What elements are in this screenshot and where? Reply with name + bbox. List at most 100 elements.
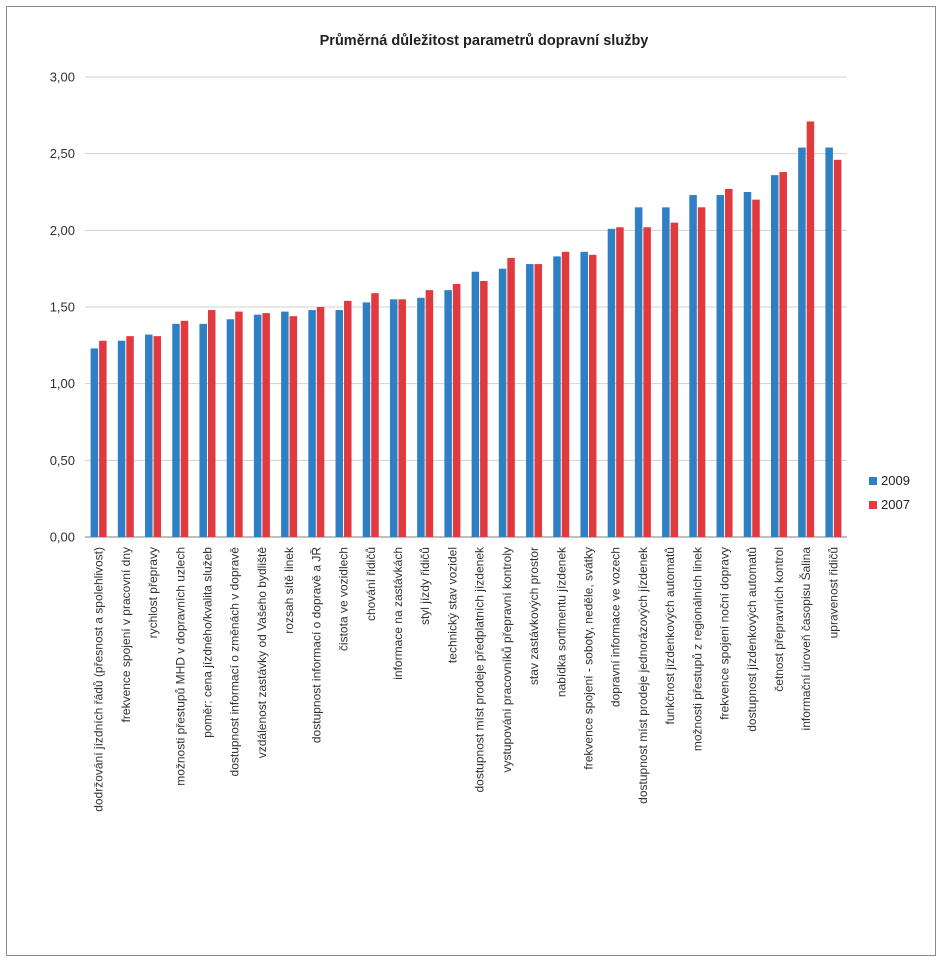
y-tick-label: 2,50 [50, 146, 75, 161]
bar-2009-17 [526, 264, 534, 537]
bar-2007-25 [752, 199, 760, 537]
bar-2009-7 [253, 314, 262, 537]
x-axis-ticks: dodržování jízdních řádů (přesnost a spo… [92, 546, 841, 812]
legend: 2009 2007 [869, 473, 910, 512]
x-tick-label: dostupnost míst prodeje jednorázových jí… [636, 546, 650, 804]
x-tick-label: rychlost přepravy [146, 547, 160, 638]
bar-2007-26 [779, 172, 787, 538]
bar-2009-6 [226, 319, 235, 537]
bar-2009-1 [90, 348, 99, 537]
bar-2009-19 [580, 251, 588, 538]
bar-2009-13 [417, 297, 425, 537]
bar-chart: Průměrná důležitost parametrů dopravní s… [50, 33, 910, 812]
x-tick-label: frekvence spojení v pracovní dny [119, 547, 133, 722]
x-tick-label: frekvence spojení - soboty, neděle, svát… [581, 547, 595, 770]
bar-2007-22 [670, 222, 679, 537]
bar-2007-24 [725, 188, 733, 537]
bar-2009-18 [553, 256, 561, 537]
y-tick-label: 0,00 [50, 530, 75, 545]
x-tick-label: dostupnost informací o změnách v dopravě [228, 547, 242, 777]
bar-2007-28 [833, 159, 842, 538]
bar-2007-23 [697, 207, 706, 538]
bar-2007-17 [534, 264, 543, 537]
x-tick-label: vystupování pracovníků přepravní kontrol… [500, 547, 514, 772]
x-tick-label: frekvence spojení noční dopravy [718, 547, 732, 720]
bar-2009-3 [145, 334, 153, 537]
chart-title: Průměrná důležitost parametrů dopravní s… [320, 33, 649, 49]
bar-2009-22 [662, 207, 670, 538]
bar-2007-13 [425, 290, 434, 537]
bar-2009-23 [689, 195, 697, 538]
x-tick-label: informační úroveň časopisu Šalina [798, 547, 813, 731]
x-tick-label: možnosti přestupů z regionálních linek [690, 546, 704, 751]
bar-2009-20 [607, 228, 616, 538]
bar-2009-12 [389, 299, 398, 537]
bar-2009-5 [199, 323, 207, 537]
bar-2009-8 [281, 311, 289, 537]
x-tick-label: technický stav vozidel [445, 547, 459, 663]
bar-2009-10 [335, 310, 344, 537]
x-tick-label: možnosti přestupů MHD v dopravních uzlec… [173, 547, 187, 786]
bar-2007-15 [480, 280, 488, 537]
bar-2007-7 [262, 313, 270, 537]
x-tick-label: rozsah sítě linek [282, 546, 296, 634]
x-tick-label: funkčnost jízdenkových automatů [663, 547, 677, 724]
bar-2007-27 [806, 121, 815, 537]
x-tick-label: četnost přepravních kontrol [772, 547, 786, 692]
x-tick-label: poměr: cena jízdného/kvalita služeb [200, 547, 214, 738]
bar-2007-1 [99, 340, 107, 537]
bar-2007-21 [643, 227, 651, 537]
y-tick-label: 1,00 [50, 376, 75, 391]
x-tick-label: nabídka sortimentu jízdenek [554, 546, 568, 697]
bar-2007-16 [507, 257, 515, 537]
x-tick-label: stav zastávkových prostor [527, 547, 541, 685]
bar-2007-5 [207, 310, 216, 537]
bar-2007-11 [371, 293, 379, 537]
bar-2009-11 [362, 302, 371, 537]
bar-2009-4 [172, 323, 180, 537]
bar-2009-15 [471, 271, 480, 537]
y-tick-label: 1,50 [50, 300, 75, 315]
bar-2007-9 [316, 307, 325, 537]
y-tick-label: 3,00 [50, 70, 75, 85]
x-tick-label: chování řidičů [364, 547, 378, 621]
x-tick-label: vzdálenost zastávky od Vašeho bydliště [255, 547, 269, 759]
legend-swatch-2007 [869, 501, 877, 509]
bar-2007-10 [344, 300, 352, 537]
bar-2007-8 [289, 316, 298, 537]
bar-2009-26 [770, 175, 779, 537]
x-tick-label: upravenost řidičů [826, 547, 840, 638]
x-tick-label: dostupnost míst prodeje předplatních jíz… [473, 546, 487, 792]
x-tick-label: čistota ve vozidlech [337, 547, 351, 651]
y-tick-label: 2,00 [50, 223, 75, 238]
y-tick-label: 0,50 [50, 453, 75, 468]
bar-2009-24 [716, 195, 725, 538]
x-tick-label: styl jízdy řidičů [418, 547, 432, 625]
bar-2009-28 [825, 147, 833, 538]
bar-2007-12 [398, 299, 406, 537]
bar-2007-3 [153, 336, 162, 537]
chart-frame: Průměrná důležitost parametrů dopravní s… [6, 6, 936, 956]
bar-2007-18 [561, 251, 570, 538]
bar-2007-2 [126, 336, 134, 537]
x-tick-label: dostupnost informací o dopravě a JŘ [308, 547, 323, 743]
bar-2009-16 [498, 268, 507, 537]
legend-swatch-2009 [869, 477, 877, 485]
x-tick-label: dodržování jízdních řádů (přesnost a spo… [92, 547, 106, 812]
bar-2009-9 [308, 310, 316, 537]
bar-2009-25 [743, 192, 752, 537]
legend-label-2009: 2009 [881, 473, 910, 488]
x-tick-label: dopravní informace ve vozech [609, 547, 623, 707]
bar-2007-14 [452, 284, 461, 537]
gridlines [85, 76, 847, 538]
bar-2007-20 [616, 227, 624, 537]
bar-2009-27 [798, 147, 806, 538]
bar-2007-19 [588, 254, 597, 537]
y-axis-ticks: 0,00 0,50 1,00 1,50 2,00 2,50 3,00 [50, 70, 75, 545]
x-tick-label: dostupnost jízdenkových automatů [745, 547, 759, 732]
bar-2009-14 [444, 290, 452, 537]
bars [90, 121, 842, 538]
bar-2009-2 [117, 340, 126, 537]
bar-2007-4 [180, 320, 189, 537]
bar-2007-6 [235, 311, 243, 537]
